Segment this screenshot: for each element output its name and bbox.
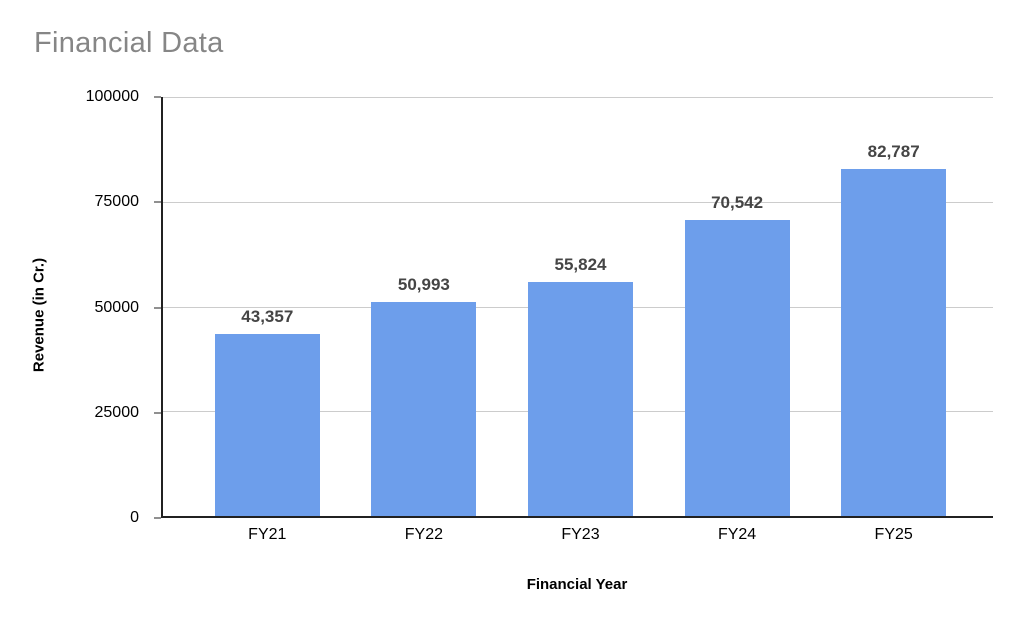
y-tick-label: 50000 xyxy=(94,298,140,316)
chart-title: Financial Data xyxy=(34,27,224,59)
y-tick-label: 100000 xyxy=(85,88,139,105)
x-tick-label-fy24: FY24 xyxy=(717,526,757,543)
x-tick-label-fy22: FY22 xyxy=(404,526,444,543)
x-axis-title: Financial Year xyxy=(526,576,628,593)
bar-column-fy22: 50,993 xyxy=(346,97,503,516)
bar-value-label: 70,542 xyxy=(711,193,764,213)
y-axis-tickmarks xyxy=(154,96,161,519)
x-tick-label-fy21: FY21 xyxy=(248,526,287,543)
bar-value-label: 82,787 xyxy=(867,142,920,162)
plot-area: 43,357 50,993 55,824 70,542 82,787 xyxy=(161,97,993,518)
bar-value-label: 55,824 xyxy=(554,255,607,275)
y-tickmark xyxy=(154,307,161,308)
gridline xyxy=(163,97,993,98)
x-tick-label-fy25: FY25 xyxy=(874,526,913,543)
bar-value-label: 43,357 xyxy=(241,307,294,327)
bar-column-fy21: 43,357 xyxy=(189,97,346,516)
bars-area: 43,357 50,993 55,824 70,542 82,787 xyxy=(189,97,972,516)
gridline xyxy=(163,201,993,203)
y-tick-label: 0 xyxy=(130,509,139,526)
y-tickmark xyxy=(154,201,161,203)
bar-column-fy23: 55,824 xyxy=(502,97,659,516)
y-tick-label: 75000 xyxy=(94,193,140,211)
bar-fy22 xyxy=(371,302,477,516)
y-axis-tick-labels: 0 25000 50000 75000 100000 xyxy=(40,88,150,526)
y-tickmark xyxy=(154,96,161,98)
x-axis-tick-labels: FY21 FY22 FY23 FY24 FY25 xyxy=(189,526,972,544)
y-tick-label: 25000 xyxy=(94,403,140,421)
bar-fy24 xyxy=(684,220,790,516)
bar-column-fy24: 70,542 xyxy=(659,97,816,516)
y-tickmark xyxy=(154,517,161,519)
bar-fy23 xyxy=(528,282,633,516)
bar-fy25 xyxy=(841,169,947,516)
bar-value-label: 50,993 xyxy=(397,275,450,295)
x-tick-label-fy23: FY23 xyxy=(561,526,600,543)
bar-fy21 xyxy=(214,334,320,516)
bar-column-fy25: 82,787 xyxy=(815,97,972,516)
y-tickmark xyxy=(154,412,161,414)
